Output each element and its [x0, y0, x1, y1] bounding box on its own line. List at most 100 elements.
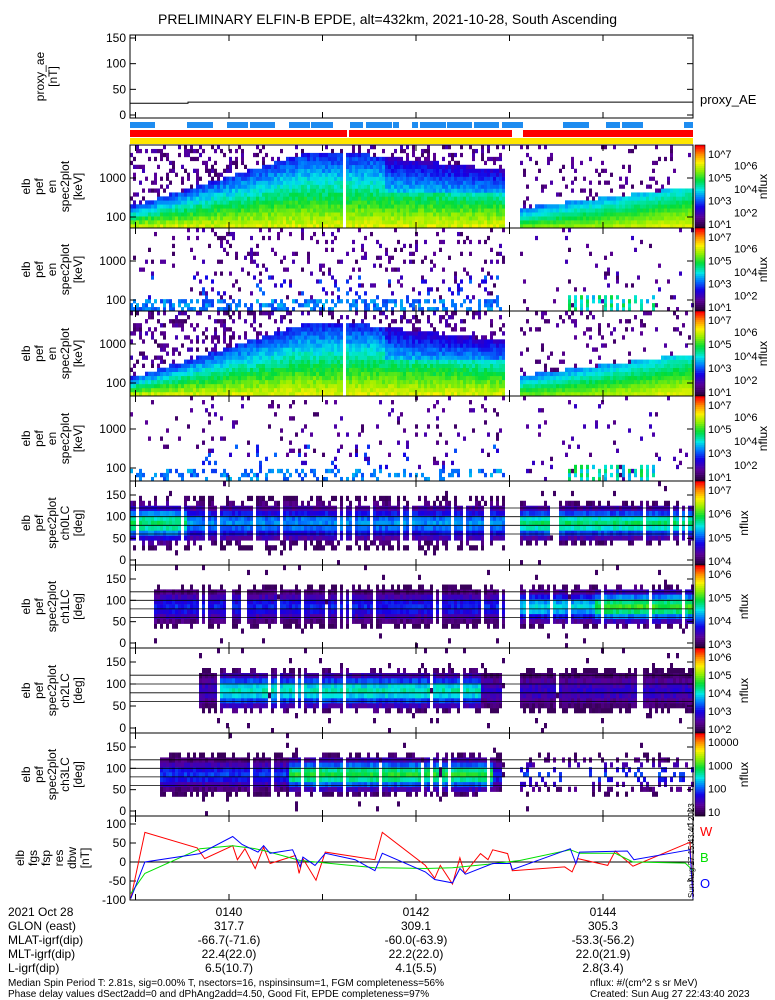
- heatmap-cell: [328, 188, 331, 193]
- heatmap-cell: [181, 307, 184, 312]
- heatmap-cell: [394, 331, 397, 336]
- heatmap-cell: [319, 307, 322, 312]
- heatmap-cell: [388, 299, 391, 304]
- heatmap-cell: [217, 204, 220, 209]
- blue-status-segment: [250, 122, 275, 128]
- heatmap-cell: [244, 347, 247, 352]
- heatmap-cell: [376, 355, 379, 360]
- heatmap-cell: [472, 156, 475, 162]
- heatmap-cell: [148, 315, 151, 320]
- heatmap-cell: [238, 224, 241, 229]
- heatmap-cell: [400, 379, 403, 385]
- heatmap-cell: [148, 212, 151, 217]
- heatmap-cell: [571, 160, 574, 166]
- heatmap-cell: [448, 145, 451, 150]
- heatmap-cell: [427, 291, 430, 296]
- heatmap-cell: [247, 196, 250, 201]
- heatmap-cell: [388, 255, 391, 260]
- heatmap-cell: [178, 319, 181, 324]
- heatmap-cell: [373, 172, 376, 177]
- heatmap-cell: [475, 200, 478, 205]
- heatmap-cell: [316, 156, 319, 162]
- heatmap-cell: [667, 188, 670, 193]
- heatmap-cell: [157, 224, 160, 229]
- heatmap-cell: [478, 184, 481, 189]
- heatmap-cell: [298, 176, 301, 181]
- heatmap-cell: [133, 212, 136, 217]
- heatmap-cell: [388, 383, 391, 389]
- heatmap-cell: [361, 383, 364, 389]
- heatmap-cell: [481, 212, 484, 217]
- heatmap-cell: [277, 164, 280, 170]
- heatmap-cell: [157, 383, 160, 389]
- heatmap-cell: [241, 216, 244, 221]
- heatmap-cell: [436, 391, 439, 397]
- heatmap-cell: [490, 188, 493, 193]
- heatmap-cell: [412, 391, 415, 397]
- heatmap-cell: [664, 208, 667, 213]
- heatmap-cell: [433, 359, 436, 364]
- heatmap-cell: [313, 367, 316, 373]
- heatmap-cell: [280, 259, 283, 264]
- heatmap-cell: [628, 216, 631, 221]
- heatmap-cell: [205, 391, 208, 397]
- heatmap-cell: [409, 184, 412, 189]
- heatmap-cell: [223, 192, 226, 197]
- heatmap-cell: [202, 375, 205, 381]
- heatmap-cell: [181, 212, 184, 217]
- heatmap-cell: [244, 192, 247, 197]
- heatmap-cell: [229, 231, 232, 237]
- heatmap-cell: [460, 176, 463, 181]
- heatmap-cell: [433, 212, 436, 217]
- heatmap-cell: [415, 351, 418, 356]
- heatmap-cell: [361, 283, 364, 288]
- heatmap-cell: [544, 208, 547, 213]
- heatmap-cell: [331, 192, 334, 197]
- heatmap-cell: [433, 299, 436, 304]
- heatmap-cell: [382, 343, 385, 348]
- y-axis-label-line: [nT]: [46, 66, 60, 87]
- heatmap-cell: [421, 160, 424, 166]
- heatmap-cell: [205, 184, 208, 189]
- heatmap-cell: [307, 204, 310, 209]
- heatmap-cell: [250, 180, 253, 185]
- heatmap-cell: [499, 220, 502, 225]
- heatmap-cell: [640, 196, 643, 201]
- heatmap-cell: [556, 220, 559, 225]
- heatmap-cell: [424, 164, 427, 170]
- heatmap-cell: [190, 220, 193, 225]
- heatmap-cell: [229, 176, 232, 181]
- heatmap-cell: [346, 180, 349, 185]
- heatmap-cell: [262, 145, 265, 150]
- heatmap-cell: [259, 359, 262, 364]
- heatmap-cell: [286, 371, 289, 377]
- heatmap-cell: [544, 224, 547, 229]
- heatmap-cell: [310, 391, 313, 397]
- heatmap-cell: [397, 184, 400, 189]
- heatmap-cell: [400, 148, 403, 154]
- heatmap-cell: [334, 160, 337, 166]
- heatmap-cell: [139, 200, 142, 205]
- heatmap-cell: [190, 287, 193, 292]
- heatmap-cell: [214, 335, 217, 340]
- heatmap-cell: [277, 371, 280, 377]
- heatmap-cell: [352, 331, 355, 336]
- heatmap-cell: [286, 367, 289, 373]
- heatmap-cell: [604, 307, 607, 312]
- heatmap-cell: [400, 355, 403, 360]
- heatmap-cell: [400, 327, 403, 332]
- heatmap-cell: [403, 180, 406, 185]
- heatmap-cell: [253, 196, 256, 201]
- heatmap-cell: [400, 184, 403, 189]
- heatmap-cell: [322, 335, 325, 340]
- heatmap-cell: [400, 224, 403, 229]
- heatmap-cell: [625, 204, 628, 209]
- heatmap-cell: [262, 164, 265, 170]
- heatmap-cell: [232, 299, 235, 304]
- heatmap-cell: [319, 208, 322, 213]
- heatmap-cell: [244, 387, 247, 393]
- heatmap-cell: [250, 347, 253, 352]
- heatmap-cell: [346, 335, 349, 340]
- heatmap-cell: [688, 188, 691, 193]
- heatmap-cell: [538, 208, 541, 213]
